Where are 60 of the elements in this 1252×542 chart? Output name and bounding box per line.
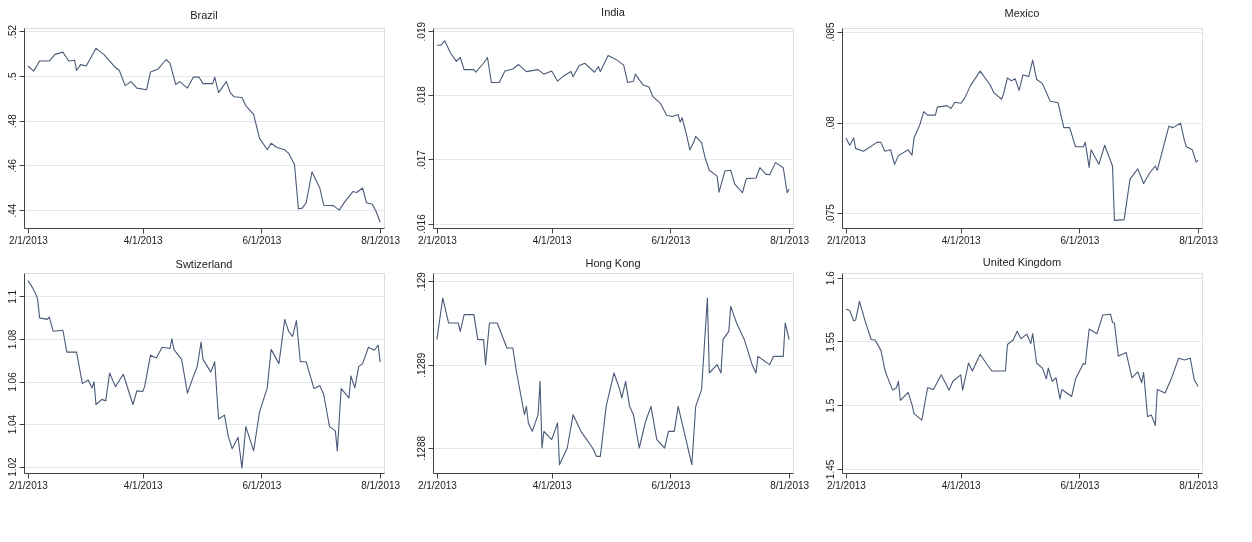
y-tick-label: .46 [6,158,18,173]
y-tick-label: .5 [6,71,18,81]
y-tick-label: .085 [824,21,836,42]
x-tick-label: 6/1/2013 [1060,234,1100,246]
y-tick-label: .017 [415,149,427,170]
y-tick-label: 1.55 [824,331,836,352]
x-tick-label: 4/1/2013 [941,479,982,491]
x-tick-label: 2/1/2013 [417,479,458,491]
y-tick-label: .1288 [415,435,427,462]
y-tick-label: .019 [415,21,427,42]
x-tick-label: 8/1/2013 [770,234,810,246]
line-series [436,40,790,194]
chart-title: India [601,6,626,19]
y-tick-label: 1.04 [6,414,18,435]
line-series [845,59,1199,221]
line-series [27,280,381,469]
x-tick-label: 4/1/2013 [532,234,573,246]
y-tick-label: .52 [6,24,18,39]
y-tick-label: 1.06 [6,371,18,392]
chart-title: Brazil [190,9,218,22]
x-tick-label: 2/1/2013 [417,234,458,246]
x-tick-label: 8/1/2013 [361,234,401,246]
chart-title: Hong Kong [585,256,641,269]
y-tick-label: 1.02 [6,456,18,477]
chart-title: Mexico [1004,6,1040,19]
x-tick-label: 4/1/2013 [532,479,573,491]
line-series [436,297,790,466]
y-tick-label: .016 [415,213,427,234]
x-tick-label: 6/1/2013 [1060,479,1100,491]
x-tick-label: 2/1/2013 [8,234,49,246]
y-tick-label: .075 [824,203,836,224]
chart-title: Swtizerland [175,258,233,270]
x-tick-label: 8/1/2013 [770,479,810,491]
x-tick-label: 2/1/2013 [8,479,49,491]
x-tick-label: 2/1/2013 [826,479,867,491]
x-tick-label: 4/1/2013 [123,479,164,491]
x-tick-label: 2/1/2013 [826,234,867,246]
y-tick-label: .018 [415,85,427,106]
y-tick-label: 1.08 [6,329,18,350]
y-tick-label: 1.5 [824,398,836,413]
x-tick-label: 8/1/2013 [1179,234,1219,246]
x-tick-label: 6/1/2013 [242,479,282,491]
x-tick-label: 8/1/2013 [361,479,401,491]
y-tick-label: .129 [415,271,427,292]
y-tick-label: .44 [6,203,18,218]
y-tick-label: .48 [6,113,18,129]
x-tick-label: 6/1/2013 [651,479,691,491]
y-tick-label: 1.45 [824,459,836,480]
y-tick-label: 1.6 [824,270,836,286]
chart-title: United Kingdom [982,255,1062,268]
x-tick-label: 4/1/2013 [941,234,982,246]
x-tick-label: 6/1/2013 [242,234,282,246]
line-series [845,300,1199,426]
y-tick-label: .08 [824,115,836,130]
line-series [27,47,381,223]
x-tick-label: 4/1/2013 [123,234,164,246]
x-tick-label: 6/1/2013 [651,234,691,246]
y-tick-label: .1289 [415,352,427,378]
x-tick-label: 8/1/2013 [1179,479,1219,491]
y-tick-label: 1.1 [6,289,18,304]
